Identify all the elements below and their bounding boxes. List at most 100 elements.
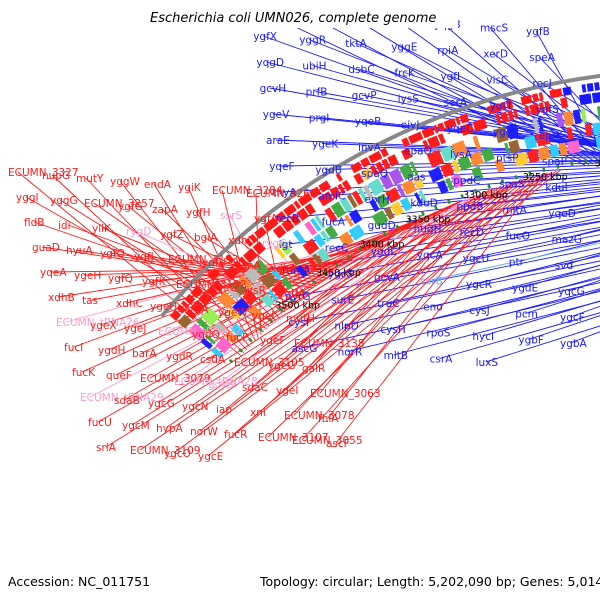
feature-block — [505, 99, 514, 109]
gene-label: fucO — [506, 231, 530, 243]
tick-label: 3450 kbp — [316, 268, 361, 279]
gene-label: rpoS — [426, 328, 450, 340]
feature-block — [318, 180, 331, 193]
gene-label: ygdB — [315, 165, 342, 177]
feature-block — [421, 126, 435, 139]
gene-connector — [115, 201, 459, 376]
feature-block — [459, 113, 470, 124]
tick-mark — [395, 224, 400, 230]
feature-block — [329, 186, 342, 199]
gene-label: yggR — [299, 35, 326, 47]
feature-block — [440, 145, 456, 163]
feature-block — [387, 154, 399, 167]
feature-block — [469, 151, 484, 167]
gene-label: fldB — [24, 217, 44, 229]
gene-label: ygeI — [276, 385, 298, 397]
gene-label: ygcN — [182, 401, 209, 413]
gene-label: recD — [460, 227, 484, 239]
feature-block — [538, 92, 544, 101]
gene-label: ECUMN_3063 — [310, 388, 381, 400]
feature-block — [313, 233, 326, 248]
gene-label: fhlA — [318, 413, 339, 425]
gene-connector — [482, 300, 600, 337]
feature-block — [440, 162, 455, 178]
gene-label: luxS — [476, 357, 499, 369]
gene-label: ECUMN_3138 — [294, 338, 365, 350]
feature-block — [401, 137, 410, 148]
gene-label: fucA — [322, 217, 346, 229]
gene-label: ygfG — [118, 201, 143, 213]
gene-label: ygdE — [512, 283, 538, 295]
feature-block — [360, 157, 371, 168]
gene-connector — [393, 300, 600, 356]
feature-block — [451, 140, 468, 158]
feature-block — [224, 265, 239, 280]
feature-block — [399, 197, 413, 212]
gene-label: ygeK — [312, 139, 339, 151]
tick-mark — [278, 307, 284, 313]
feature-block — [348, 209, 363, 225]
feature-block — [283, 203, 297, 217]
gene-label: gcvB — [208, 379, 234, 391]
gene-connector — [426, 221, 600, 255]
gene-label: yqeC — [447, 123, 474, 135]
feature-block — [566, 140, 581, 154]
gene-connector — [327, 182, 513, 419]
gene-label: ygfI — [440, 71, 460, 83]
feature-block — [524, 105, 531, 117]
gene-label: ssrS — [220, 210, 242, 222]
gene-label: spaP — [542, 156, 567, 168]
gene-connector — [538, 56, 600, 122]
gene-label: fucK — [72, 367, 96, 379]
gene-connector — [380, 214, 600, 252]
gene-connector — [475, 252, 600, 285]
gene-label: yggE — [391, 42, 417, 54]
feature-block — [200, 307, 220, 327]
gene-label: norW — [190, 426, 218, 438]
feature-block — [316, 247, 331, 263]
gene-label: rygD — [126, 226, 151, 238]
gene-label: endA — [144, 179, 172, 191]
gene-label: yqgD — [256, 57, 284, 69]
gene-label: invA — [358, 142, 382, 154]
feature-block — [408, 131, 424, 145]
gene-label: kduD — [410, 198, 438, 210]
gene-label: rumA — [282, 265, 311, 277]
tick-mark — [408, 217, 413, 223]
feature-block — [390, 201, 405, 217]
gene-connector — [131, 179, 521, 426]
gene-label: mltA — [502, 205, 527, 217]
gene-label: fucP — [226, 332, 248, 344]
gene-connector — [191, 187, 498, 407]
feature-block — [529, 103, 540, 116]
feature-block — [396, 184, 406, 198]
feature-block — [169, 309, 182, 321]
gene-connector — [272, 113, 600, 147]
gene-label: ygeG — [268, 360, 295, 372]
feature-block — [210, 346, 224, 359]
tick-mark — [500, 179, 505, 184]
gene-label: dsbC — [348, 64, 374, 76]
feature-block — [185, 308, 197, 320]
gene-connector — [528, 315, 600, 340]
gene-label: eprK — [539, 130, 564, 142]
tick-mark — [268, 317, 273, 323]
feature-block — [400, 147, 413, 161]
feature-block — [307, 256, 319, 270]
gene-label: prfB — [306, 87, 328, 99]
gene-connector — [149, 200, 463, 379]
feature-block — [566, 127, 574, 140]
feature-block — [584, 123, 593, 137]
feature-block — [523, 135, 538, 150]
gene-connector — [59, 199, 268, 330]
feature-block — [592, 122, 600, 136]
feature-block — [348, 224, 366, 241]
feature-block — [544, 101, 551, 112]
feature-block — [188, 323, 206, 341]
gene-label: ygfB — [526, 26, 550, 38]
gene-label: ygfH — [186, 207, 210, 219]
gene-label: ygeH — [74, 270, 101, 282]
feature-block — [586, 83, 594, 92]
tick-mark — [370, 238, 375, 244]
